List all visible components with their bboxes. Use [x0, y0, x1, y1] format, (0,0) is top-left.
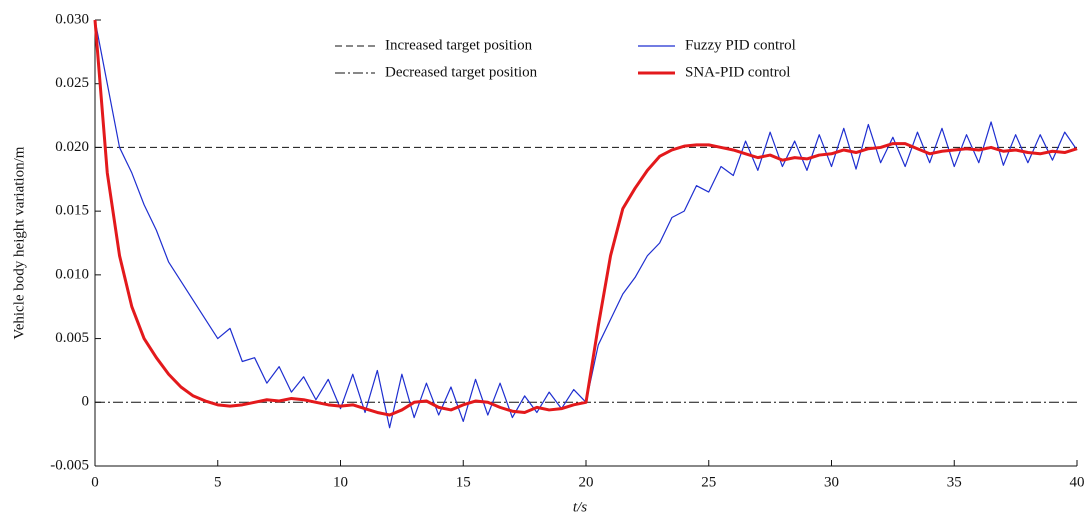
series-line	[93, 19, 1078, 417]
legend-label: Fuzzy PID control	[685, 37, 796, 53]
y-tick-label: 0.005	[55, 330, 89, 346]
y-tick-label: 0.030	[55, 11, 89, 27]
legend-label: Decreased target position	[385, 64, 538, 80]
x-tick-label: 0	[91, 474, 99, 490]
legend-label: SNA-PID control	[685, 64, 790, 80]
x-tick-label: 40	[1070, 474, 1085, 490]
legend-label: Increased target position	[385, 37, 533, 53]
x-tick-label: 5	[214, 474, 222, 490]
y-axis-label: Vehicle body height variation/m	[11, 146, 27, 339]
y-tick-label: 0	[82, 394, 90, 410]
x-tick-label: 30	[824, 474, 839, 490]
y-tick-label: 0.010	[55, 266, 89, 282]
x-axis-label: t/s	[573, 499, 587, 515]
x-tick-label: 25	[701, 474, 716, 490]
y-tick-label: 0.025	[55, 75, 89, 91]
x-tick-label: 10	[333, 474, 348, 490]
series-line	[94, 19, 1078, 429]
y-tick-label: -0.005	[50, 457, 89, 473]
y-tick-label: 0.015	[55, 203, 89, 219]
x-tick-label: 20	[579, 474, 594, 490]
y-tick-label: 0.020	[55, 139, 89, 155]
x-tick-label: 15	[456, 474, 471, 490]
x-tick-label: 35	[947, 474, 962, 490]
